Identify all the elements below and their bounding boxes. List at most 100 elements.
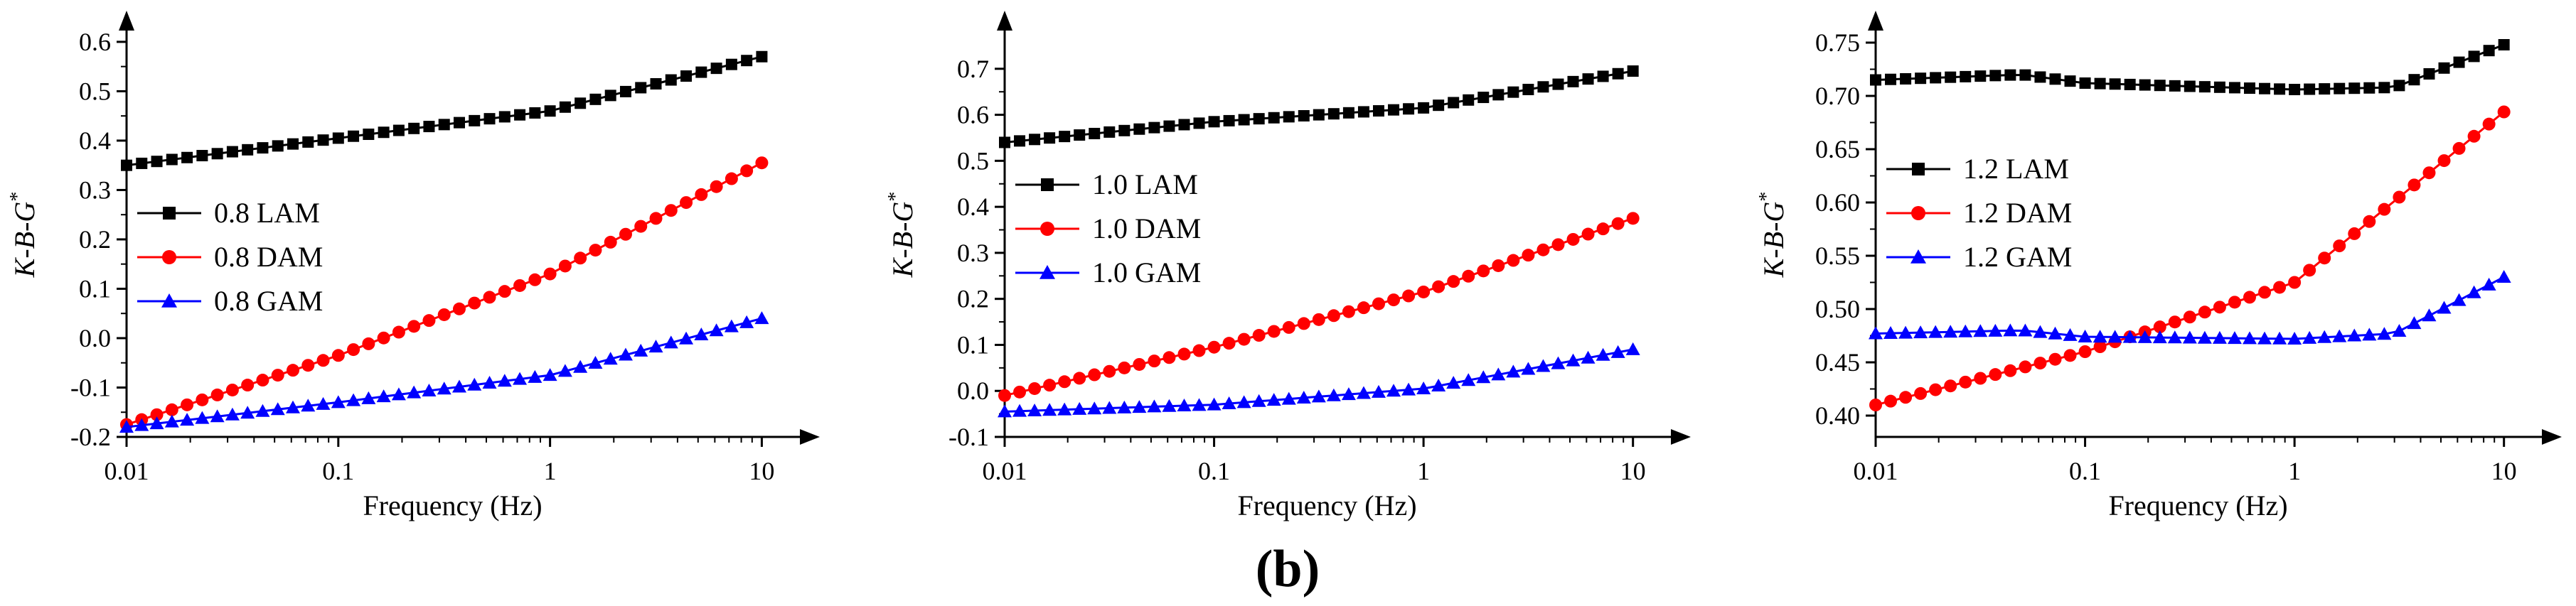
data-point [543, 267, 557, 281]
y-axis-title-part: G [887, 202, 919, 222]
data-point [2258, 286, 2272, 299]
data-point [1118, 361, 1131, 374]
data-point [1313, 109, 1325, 121]
chart-panel-3: 0.01 0.1 1 10 0.40 0.45 0.50 0.55 0.60 0.65 0.70 0.… [1755, 11, 2562, 521]
series-square [999, 65, 1639, 148]
y-tick-label: -0.2 [70, 423, 111, 451]
legend-label: 0.8 DAM [214, 241, 323, 273]
data-point [1042, 403, 1057, 416]
data-point [195, 411, 210, 424]
data-point [1401, 382, 1416, 396]
data-point [331, 349, 345, 362]
y-axis-title-part: * [6, 192, 28, 202]
data-point [2198, 81, 2211, 93]
data-point [377, 331, 390, 345]
data-point [134, 418, 149, 431]
data-point [1989, 368, 2002, 382]
data-point [1625, 342, 1640, 355]
data-point [1869, 326, 1883, 340]
legend: 1.2 LAM 1.2 DAM 1.2 GAM [1886, 153, 2072, 273]
legend-marker [1911, 206, 1925, 220]
data-point [2048, 352, 2062, 366]
data-point [270, 402, 285, 416]
data-point [1059, 131, 1071, 143]
data-point [740, 164, 754, 178]
data-point [1327, 108, 1340, 120]
x-tick-label: 10 [749, 457, 774, 485]
data-point [2453, 56, 2465, 68]
data-point [2183, 310, 2196, 324]
data-point [2259, 82, 2271, 94]
data-point [2498, 39, 2510, 50]
data-point [1898, 325, 1913, 339]
data-point [346, 393, 361, 406]
series-triangle [119, 311, 769, 433]
data-point [2019, 360, 2032, 374]
y-axis-title-part: K [887, 256, 919, 278]
y-tick-label: 0.1 [957, 330, 989, 359]
data-point [149, 416, 164, 430]
data-point [255, 404, 270, 417]
data-point [1118, 124, 1131, 136]
data-point [181, 398, 194, 411]
data-point [286, 364, 299, 377]
data-point [2319, 83, 2331, 95]
data-point [1103, 364, 1116, 378]
data-point [695, 188, 708, 201]
data-point [2496, 270, 2511, 283]
data-point [1928, 325, 1943, 338]
data-point [1103, 126, 1116, 138]
data-point [2213, 301, 2226, 314]
data-point [741, 55, 753, 67]
data-point [1989, 70, 2002, 82]
data-point [589, 244, 602, 257]
data-point [1944, 379, 1957, 393]
legend-marker [1910, 249, 1926, 264]
data-point [2348, 82, 2361, 94]
x-tick-label: 10 [2491, 457, 2517, 485]
data-point [1627, 65, 1639, 77]
data-point [2242, 331, 2257, 345]
data-point [2168, 315, 2181, 329]
data-point [164, 414, 179, 428]
data-point [225, 383, 239, 396]
data-point [604, 90, 616, 102]
y-axis-title-part: - [1758, 222, 1790, 232]
data-point [1418, 102, 1430, 114]
data-point [2078, 345, 2092, 358]
series-triangle [998, 342, 1640, 418]
data-point [1551, 238, 1565, 251]
data-point [1207, 340, 1221, 354]
data-point [1192, 398, 1207, 411]
data-point [1914, 386, 1928, 400]
data-point [226, 146, 238, 158]
data-point [2109, 78, 2121, 90]
y-axis-title-part: G [1758, 202, 1790, 222]
y-axis-title-part: - [1758, 249, 1790, 258]
data-point [165, 403, 178, 416]
data-point [724, 319, 739, 332]
data-point [2348, 227, 2361, 240]
data-point [1057, 402, 1072, 416]
data-point [1432, 280, 1445, 293]
data-point [1507, 254, 1520, 267]
data-point [241, 379, 255, 392]
data-point [1251, 394, 1266, 407]
data-point [1282, 320, 1295, 334]
data-point [1447, 275, 1460, 288]
data-point [119, 420, 134, 433]
data-point [513, 372, 528, 385]
data-point [603, 352, 618, 365]
series-circle [1869, 105, 2511, 411]
legend-marker [1912, 163, 1925, 175]
y-axis-title-part: K [9, 256, 41, 278]
data-point [2154, 80, 2166, 92]
data-point [2169, 80, 2181, 92]
data-point [1163, 120, 1175, 132]
data-point [664, 204, 678, 217]
data-point [2049, 73, 2061, 85]
data-point [1417, 285, 1431, 298]
data-point [1869, 399, 1882, 411]
data-point [1611, 217, 1625, 230]
data-point [1960, 70, 1972, 82]
